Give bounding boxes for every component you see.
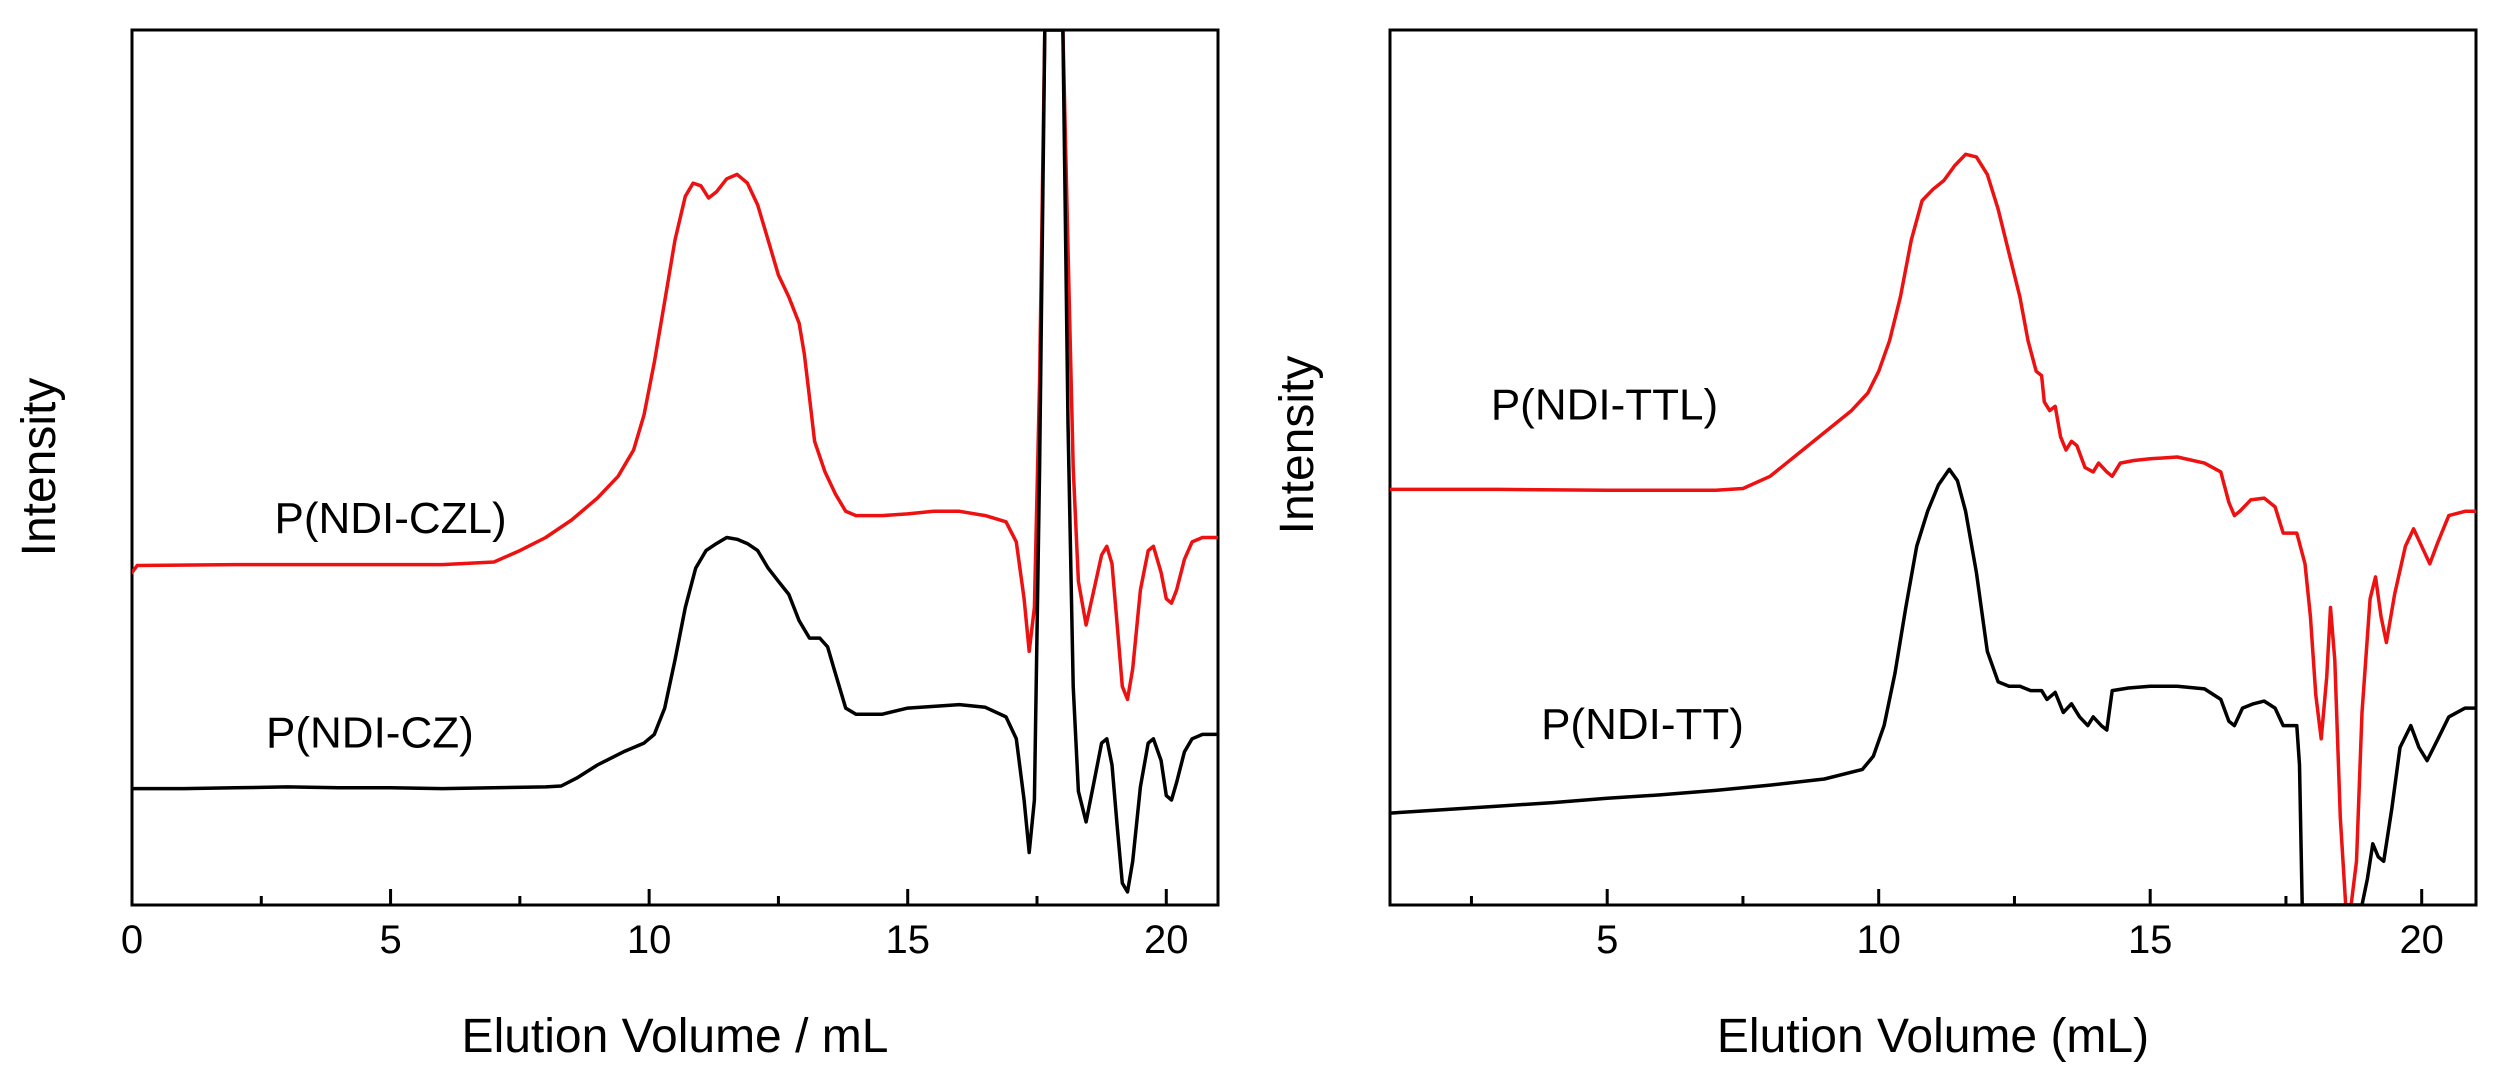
x-tick-labels-left: 0 5 10 15 20 — [121, 918, 1189, 962]
series-line-p-ndi-tt — [1390, 469, 2476, 905]
series-labels-left: P(NDI-CZL) P(NDI-CZ) — [266, 494, 507, 757]
series-labels-right: P(NDI-TTL) P(NDI-TT) — [1491, 380, 1744, 748]
x-axis-label-left: Elution Volume / mL — [462, 1010, 889, 1063]
x-tick-label: 0 — [121, 918, 143, 962]
x-tick-label: 5 — [1596, 918, 1618, 962]
x-tick-label: 15 — [885, 918, 930, 962]
series-label: P(NDI-TTL) — [1491, 380, 1718, 429]
x-tick-labels-right: 5 10 15 20 — [1596, 918, 2444, 962]
series-lines-right — [1390, 154, 2476, 905]
chart-right: 5 10 15 20 P(NDI-TTL) P(NDI-TT) Intensity El… — [1271, 30, 2476, 1063]
x-tick-label: 5 — [379, 918, 401, 962]
x-tick-label: 15 — [2128, 918, 2173, 962]
series-label: P(NDI-CZL) — [274, 494, 506, 543]
y-axis-label-left: Intensity — [13, 378, 66, 557]
plot-frame-left — [132, 30, 1218, 905]
y-axis-label-right: Intensity — [1271, 356, 1324, 535]
x-ticks-right — [1471, 889, 2421, 905]
series-line-p-ndi-cz — [132, 30, 1218, 892]
x-axis-label-right: Elution Volume (mL) — [1717, 1010, 2149, 1063]
figure-canvas: 0 5 10 15 20 P(NDI-CZL) P(NDI-CZ) Intensity E… — [0, 0, 2499, 1080]
series-label: P(NDI-CZ) — [266, 709, 474, 758]
x-tick-label: 10 — [627, 918, 672, 962]
chart-left: 0 5 10 15 20 P(NDI-CZL) P(NDI-CZ) Intensity E… — [13, 30, 1218, 1063]
series-line-p-ndi-czl — [132, 30, 1218, 699]
series-label: P(NDI-TT) — [1541, 700, 1744, 749]
x-tick-label: 20 — [2399, 918, 2444, 962]
plot-frame-right — [1390, 30, 2476, 905]
x-ticks-left — [132, 889, 1166, 905]
x-tick-label: 10 — [1856, 918, 1901, 962]
series-line-p-ndi-ttl — [1390, 154, 2476, 905]
series-lines-left — [132, 30, 1218, 892]
x-tick-label: 20 — [1144, 918, 1189, 962]
